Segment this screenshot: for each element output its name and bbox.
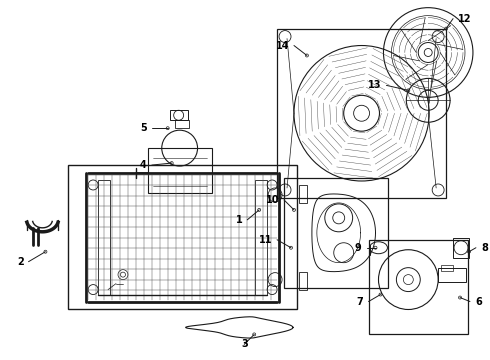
Text: 12: 12 [458,14,471,24]
Bar [68,165,297,310]
Text: 11: 11 [259,235,272,245]
Text: 6: 6 [475,297,482,306]
Bar [284,178,389,288]
Bar [277,28,446,198]
Bar [453,238,469,258]
Text: 10: 10 [266,195,279,205]
Bar [255,180,267,294]
Text: 13: 13 [368,80,382,90]
Bar [438,268,466,282]
Text: 4: 4 [140,160,147,170]
Bar [441,265,453,271]
Text: 3: 3 [241,339,247,349]
Bar [98,180,110,294]
Bar [174,120,189,128]
Text: 14: 14 [275,41,289,50]
Text: 9: 9 [355,243,362,253]
Text: 7: 7 [357,297,364,306]
Bar [148,148,213,193]
Text: 1: 1 [236,215,242,225]
Text: 2: 2 [17,257,24,267]
Text: 8: 8 [481,243,488,253]
Bar [368,240,468,334]
Text: 5: 5 [140,123,147,133]
Bar [299,272,307,289]
Bar [170,110,188,120]
Bar [299,185,307,203]
